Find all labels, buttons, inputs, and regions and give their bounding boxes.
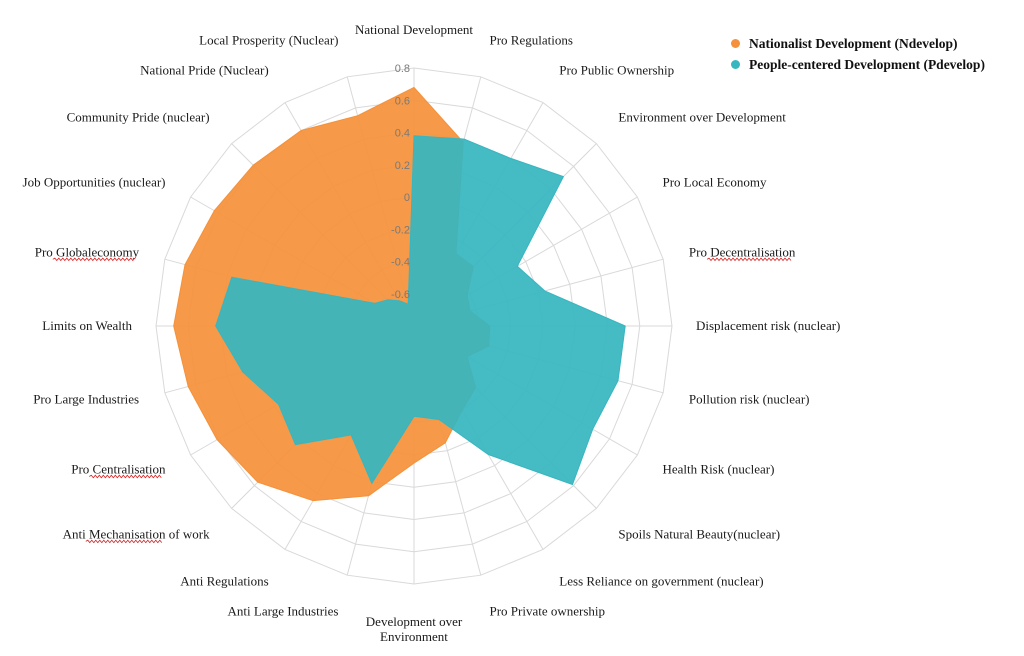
spellcheck-underline-pro-decentralisation [706,257,792,262]
legend: Nationalist Development (Ndevelop) Peopl… [731,33,985,75]
tick-label-1: -0.4 [391,257,410,269]
legend-marker-people-centered [731,60,740,69]
axis-label-community-pride-nuclear: Community Pride (nuclear) [67,110,210,125]
axis-label-pro-local-economy: Pro Local Economy [663,175,767,190]
axis-label-anti-regulations: Anti Regulations [180,574,268,589]
axis-label-spoils-natural-beauty-nuclear: Spoils Natural Beauty(nuclear) [618,526,780,541]
tick-label-5: 0.4 [395,128,410,140]
tick-label-6: 0.6 [395,95,410,107]
tick-label-4: 0.2 [395,160,410,172]
tick-label-3: 0 [404,192,410,204]
axis-label-displacement-risk-nuclear: Displacement risk (nuclear) [696,318,840,333]
axis-labels: National Development Pro Regulations Pro P… [23,22,841,644]
axis-label-anti-mechanisation-of-work: Anti Mechanisation of work [63,526,210,541]
radar-series [173,86,626,502]
spellcheck-underline-pro-centralisation [89,474,162,479]
legend-item-people-centered: People-centered Development (Pdevelop) [731,54,985,75]
tick-label-2: -0.2 [391,224,410,236]
axis-label-local-prosperity-nuclear: Local Prosperity (Nuclear) [199,32,338,47]
axis-label-pro-decentralisation: Pro Decentralisation [689,244,796,259]
axis-label-health-risk-nuclear: Health Risk (nuclear) [663,462,775,477]
legend-label-people-centered: People-centered Development (Pdevelop) [749,56,985,72]
axis-label-pro-regulations: Pro Regulations [490,32,573,47]
tick-label-7: 0.8 [395,63,410,75]
spellcheck-underline-anti-mechanisation-of-work [85,539,163,544]
axis-label-pro-private-ownership: Pro Private ownership [490,604,606,619]
axis-label-national-pride-nuclear: National Pride (Nuclear) [140,62,269,77]
axis-label-pro-centralisation: Pro Centralisation [71,462,166,477]
spellcheck-underline-pro-globaleconomy [52,257,136,262]
axis-label-pro-globaleconomy: Pro Globaleconomy [35,244,140,259]
axis-label-pro-public-ownership: Pro Public Ownership [559,62,674,77]
axis-label-national-development: National Development [355,22,473,37]
axis-label-pro-large-industries: Pro Large Industries [33,392,139,407]
series-area-people-centered [215,135,626,485]
tick-label-0: -0.6 [391,289,410,301]
axis-label-pollution-risk-nuclear: Pollution risk (nuclear) [689,392,810,407]
axis-label-anti-large-industries: Anti Large Industries [228,604,339,619]
axis-label-less-reliance-on-government-nuclear: Less Reliance on government (nuclear) [559,574,763,589]
legend-item-nationalist: Nationalist Development (Ndevelop) [731,33,985,54]
legend-label-nationalist: Nationalist Development (Ndevelop) [749,35,958,51]
axis-label-environment-over-development: Environment over Development [618,110,786,125]
radial-tick-labels: -0.6 -0.4 -0.2 0 0.2 0.4 0.6 0.8 [391,63,410,301]
axis-label-limits-on-wealth: Limits on Wealth [42,318,132,333]
axis-label-job-opportunities-nuclear: Job Opportunities (nuclear) [23,175,166,190]
axis-label-development-over-environment: Development over Environment [366,614,463,644]
legend-marker-nationalist [731,39,740,48]
